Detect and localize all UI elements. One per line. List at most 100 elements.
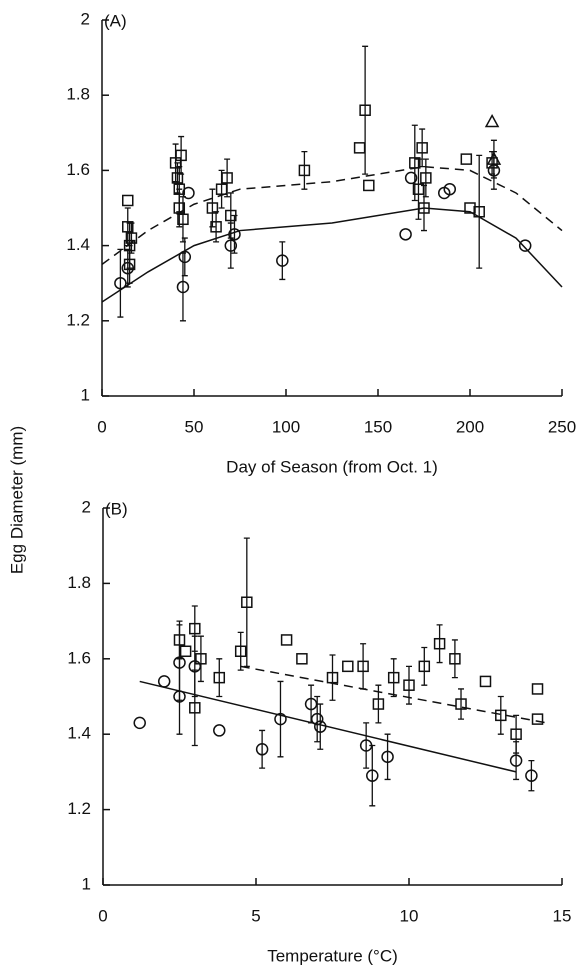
error-bar (421, 646, 428, 686)
square-point (122, 194, 134, 207)
y-tick-label: 2 (81, 9, 90, 28)
error-bar (406, 665, 412, 705)
error-bar (458, 688, 465, 720)
y-tick-label: 1.4 (66, 235, 90, 254)
circle-point (404, 171, 418, 185)
y-tick-label: 1.8 (67, 573, 91, 592)
square-point (531, 683, 544, 695)
error-bar (329, 654, 336, 701)
square-point (531, 713, 544, 725)
square-point (221, 172, 233, 184)
circle-point (274, 712, 287, 726)
x-tick-label: 200 (456, 417, 484, 436)
error-bar (259, 729, 266, 769)
square-point (357, 660, 369, 673)
error-bar (117, 248, 124, 318)
x-tick-label: 10 (400, 906, 419, 925)
square-point (353, 142, 366, 154)
error-bar (314, 695, 321, 743)
error-bar (384, 733, 391, 781)
square-point (473, 206, 485, 218)
square-point (173, 202, 186, 214)
error-bar (124, 248, 131, 288)
panel-label: (B) (105, 499, 128, 518)
error-bar (301, 150, 308, 190)
circle-point (178, 250, 192, 264)
square-point (409, 157, 421, 169)
error-bar (513, 741, 520, 781)
square-point (177, 213, 189, 226)
y-tick-label: 1 (82, 874, 91, 893)
circle-point (518, 239, 532, 252)
circle-point (228, 228, 241, 241)
error-bar (497, 695, 504, 735)
y-tick-label: 1.8 (66, 85, 90, 104)
square-point (479, 675, 492, 688)
square-point (296, 653, 308, 665)
error-bar (451, 639, 458, 679)
error-bar (237, 631, 244, 671)
circle-point (157, 675, 171, 688)
error-bar (128, 222, 135, 254)
x-tick-label: 50 (185, 417, 204, 436)
fit-curve (101, 165, 563, 266)
error-bar (411, 124, 418, 202)
square-point (189, 622, 201, 635)
square-point (363, 179, 375, 192)
error-bar (181, 237, 188, 277)
circle-point (114, 276, 127, 290)
error-bar (369, 744, 376, 807)
square-point (359, 104, 371, 116)
circle-point (509, 754, 523, 767)
error-bar (213, 211, 220, 243)
square-point (495, 709, 507, 722)
square-point (433, 637, 446, 650)
error-bar (362, 45, 369, 175)
circle-point (255, 743, 269, 756)
x-tick-label: 15 (553, 906, 572, 925)
circle-point (121, 261, 135, 275)
x-tick-label: 5 (251, 906, 260, 925)
x-tick-label: 100 (272, 417, 300, 436)
square-point (387, 671, 400, 684)
y-tick-label: 1.6 (67, 648, 91, 667)
fit-curve (139, 680, 517, 773)
square-point (213, 671, 226, 684)
square-point (206, 202, 219, 214)
circle-point (188, 660, 202, 673)
error-bar (224, 158, 231, 198)
error-bar (476, 154, 483, 269)
error-bar (176, 658, 183, 735)
circle-point (182, 186, 195, 200)
circle-point (276, 254, 289, 267)
circle-point (314, 720, 327, 733)
square-point (449, 653, 461, 665)
square-point (241, 596, 253, 608)
error-bar (490, 139, 497, 179)
triangle-point (486, 151, 502, 165)
square-point (372, 698, 385, 710)
square-point (179, 645, 192, 658)
triangle-point (484, 113, 500, 128)
error-bar (197, 635, 204, 683)
error-bar (279, 241, 286, 281)
error-bar (191, 635, 198, 698)
circle-point (133, 716, 146, 730)
square-point (234, 645, 247, 658)
square-point (195, 653, 207, 665)
square-point (420, 172, 432, 184)
square-point (455, 698, 467, 710)
square-point (418, 202, 430, 214)
y-axis-label: Egg Diameter (mm) (7, 426, 26, 574)
square-point (418, 660, 431, 673)
square-point (298, 164, 311, 177)
error-bar (176, 188, 183, 228)
y-tick-label: 2 (82, 497, 91, 516)
error-bar (216, 658, 223, 698)
circle-point (310, 712, 324, 726)
circle-point (381, 750, 394, 764)
error-bar (419, 128, 426, 168)
square-point (416, 142, 428, 154)
square-point (125, 232, 138, 244)
square-point (326, 671, 339, 684)
